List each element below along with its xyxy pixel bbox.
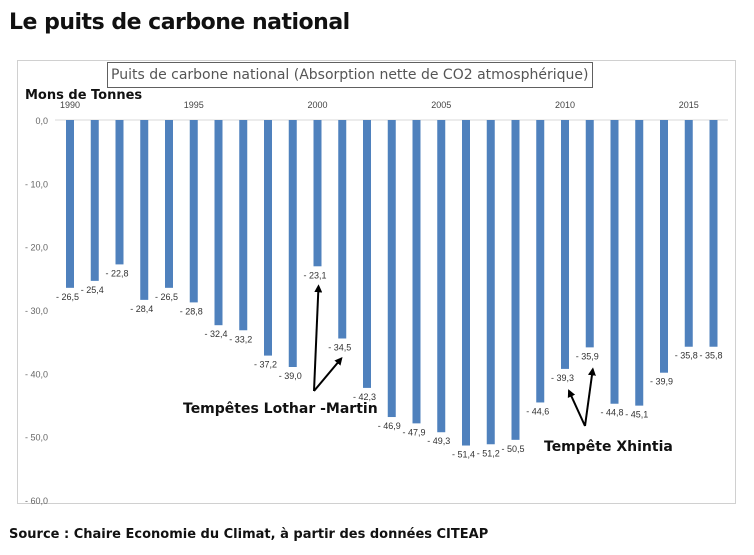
data-label: - 44,8: [601, 408, 624, 418]
data-label: - 28,4: [130, 304, 153, 314]
data-label: - 22,8: [106, 268, 129, 278]
data-label: - 42,3: [353, 392, 376, 402]
bar: [338, 120, 347, 339]
bar: [165, 120, 173, 288]
bar: [288, 120, 297, 367]
page-title: Le puits de carbone national: [9, 10, 350, 35]
bar: [66, 120, 74, 288]
data-label: - 46,9: [378, 421, 401, 431]
y-tick-label: - 40,0: [25, 369, 48, 379]
bar: [709, 120, 718, 347]
data-label: - 39,9: [650, 377, 673, 387]
data-label: - 51,2: [477, 448, 500, 458]
bar: [140, 120, 149, 300]
chart-title: Puits de carbone national (Absorption ne…: [107, 62, 593, 88]
bar: [363, 120, 371, 388]
y-tick-label: - 10,0: [25, 179, 48, 189]
y-tick-label: - 20,0: [25, 243, 48, 253]
y-tick-label: - 50,0: [25, 433, 48, 443]
data-label: - 26,5: [155, 292, 178, 302]
bar: [239, 120, 248, 331]
data-label: - 35,8: [675, 351, 698, 361]
data-label: - 35,9: [576, 351, 599, 361]
annotations-layer: Tempêtes Lothar -Martin Tempête Xhintia: [183, 284, 673, 455]
data-label: - 44,6: [526, 406, 549, 416]
x-tick-label: 2005: [431, 100, 451, 110]
annotation-arrow: [313, 284, 323, 392]
data-label: - 32,4: [205, 329, 228, 339]
data-label: - 23,1: [304, 270, 327, 280]
data-label: - 51,4: [452, 450, 475, 460]
data-label: - 39,3: [551, 373, 574, 383]
bar: [115, 120, 124, 265]
annotation-xhintia: Tempête Xhintia: [544, 439, 673, 455]
bar: [486, 120, 495, 445]
bar: [610, 120, 619, 404]
bar: [635, 120, 644, 406]
bar: [684, 120, 693, 347]
data-label: - 33,2: [229, 334, 252, 344]
bar: [313, 120, 322, 267]
data-label: - 45,1: [625, 410, 648, 420]
x-tick-label: 1995: [184, 100, 204, 110]
data-label: - 50,5: [502, 444, 525, 454]
bar: [536, 120, 545, 403]
data-label: - 39,0: [279, 371, 302, 381]
data-label: - 35,8: [700, 351, 723, 361]
data-label: - 37,2: [254, 360, 277, 370]
x-tick-label: 2010: [555, 100, 575, 110]
bars-layer: [66, 120, 718, 446]
y-tick-label: - 30,0: [25, 306, 48, 316]
bar: [412, 120, 421, 424]
bar: [511, 120, 520, 440]
data-label: - 49,3: [427, 436, 450, 446]
annotation-arrow: [567, 389, 586, 427]
y-tick-label: - 60,0: [25, 496, 48, 506]
source-note: Source : Chaire Economie du Climat, à pa…: [9, 527, 489, 542]
x-tick-label: 2015: [679, 100, 699, 110]
annotation-lothar-martin: Tempêtes Lothar -Martin: [183, 401, 378, 417]
bar: [264, 120, 272, 356]
bar: [387, 120, 396, 418]
bar: [561, 120, 569, 369]
bar: [660, 120, 668, 373]
bar: [437, 120, 446, 433]
bar: [462, 120, 470, 446]
data-label: - 26,5: [56, 292, 79, 302]
annotation-arrow: [313, 356, 343, 392]
bar: [90, 120, 99, 281]
y-axis-label: Mons de Tonnes: [25, 88, 142, 103]
data-labels-layer: - 26,5- 25,4- 22,8- 28,4- 26,5- 28,8- 32…: [56, 268, 723, 459]
annotation-arrow: [584, 367, 596, 427]
data-label: - 47,9: [403, 427, 426, 437]
x-tick-label: 2000: [307, 100, 327, 110]
bar: [585, 120, 594, 348]
data-label: - 25,4: [81, 285, 104, 295]
data-label: - 34,5: [328, 343, 351, 353]
data-label: - 28,8: [180, 306, 203, 316]
x-tick-label: 1990: [60, 100, 80, 110]
bar: [189, 120, 198, 303]
bar: [214, 120, 223, 326]
y-tick-label: 0,0: [35, 116, 48, 126]
